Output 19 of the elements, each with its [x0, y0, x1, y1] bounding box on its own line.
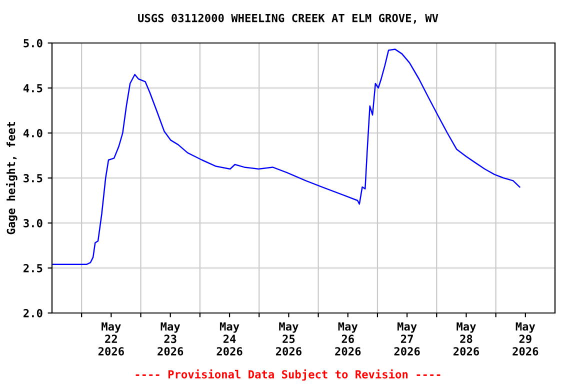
y-tick-label: 3.5	[24, 174, 42, 182]
x-tick-label: May 26 2026	[335, 322, 361, 356]
x-tick-label: May 22 2026	[98, 322, 124, 356]
line-series	[52, 48, 520, 266]
y-tick-label: 2.0	[24, 308, 42, 318]
chart-title: USGS 03112000 WHEELING CREEK AT ELM GROVE, WV	[138, 14, 438, 24]
y-axis-title: Gage height, feet	[6, 122, 18, 234]
x-tick-label: May 27 2026	[394, 322, 420, 356]
y-tick-label: 4.5	[23, 84, 42, 92]
x-tick-label: May 28 2026	[453, 322, 480, 356]
x-tick-label: May 23 2026	[158, 322, 184, 356]
y-tick-label: 4.0	[23, 128, 42, 138]
text: ---- Provisional Data Subject to Revision ----	[136, 369, 440, 381]
x-tick-label: May 24 2026	[216, 322, 242, 356]
x-tick-label: May 25 2026	[276, 322, 302, 356]
y-tick-label: 2.5	[24, 264, 42, 272]
y-tick-label: 3.0	[24, 218, 42, 228]
y-tick-label: 5.0	[24, 38, 42, 48]
x-tick-label: May 29 2026	[512, 322, 538, 356]
